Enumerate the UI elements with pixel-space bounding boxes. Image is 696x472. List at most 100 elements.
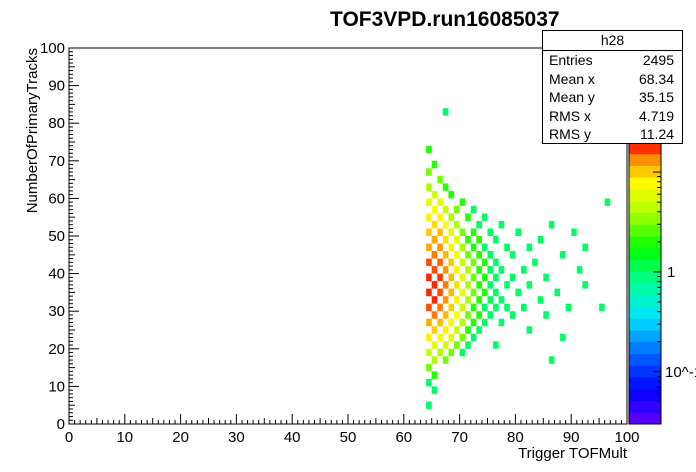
x-tick-label: 0 — [65, 429, 73, 446]
heatmap-cell — [470, 243, 477, 252]
heatmap-cell — [476, 326, 482, 334]
colorbar-segment — [629, 400, 661, 413]
heatmap-cell — [526, 281, 533, 289]
colorbar-label: 1 — [667, 264, 675, 281]
stats-row: RMS x 4.719 — [543, 107, 682, 126]
heatmap-cell — [470, 333, 477, 342]
y-axis-title: NumberOfPrimaryTracks — [24, 48, 41, 213]
stats-label: RMS y — [549, 126, 591, 142]
heatmap-cell — [493, 258, 499, 267]
heatmap-cell — [509, 273, 516, 282]
heatmap-cell — [454, 266, 460, 274]
colorbar-segment — [629, 212, 661, 225]
colorbar-segment — [629, 412, 661, 425]
heatmap-cell — [454, 281, 460, 289]
stats-label: Entries — [549, 52, 593, 68]
heatmap-cell — [504, 243, 510, 252]
heatmap-cell — [448, 213, 455, 221]
y-tick-label: 10 — [48, 378, 65, 395]
colorbar-segment — [629, 200, 661, 213]
chart-title: TOF3VPD.run16085037 — [330, 8, 560, 31]
colorbar-segment — [629, 388, 661, 401]
heatmap-cell — [426, 303, 432, 312]
colorbar-segment — [629, 377, 661, 390]
heatmap-cell — [476, 296, 482, 304]
heatmap-cell — [470, 205, 477, 214]
heatmap-cell — [459, 333, 466, 342]
x-tick-label: 100 — [614, 429, 639, 446]
heatmap-cell — [426, 333, 432, 342]
heatmap-cell — [437, 243, 443, 252]
heatmap-cell — [470, 258, 477, 267]
stats-row: Mean x 68.34 — [543, 70, 682, 89]
heatmap-cell — [437, 303, 443, 312]
heatmap-cell — [565, 303, 572, 312]
x-tick-label: 80 — [507, 429, 524, 446]
stats-value: 35.15 — [638, 89, 674, 105]
heatmap-cell — [487, 311, 494, 319]
heatmap-cell — [459, 258, 466, 267]
heatmap-cell — [437, 273, 443, 282]
heatmap-cell — [470, 318, 477, 327]
stats-row: Mean y 35.15 — [543, 88, 682, 107]
x-tick-label: 20 — [172, 429, 189, 446]
x-tick-label: 60 — [395, 429, 412, 446]
heatmap-cell — [465, 296, 471, 304]
heatmap-cell — [476, 281, 482, 289]
heatmap-cell — [470, 273, 477, 282]
heatmap-cell — [454, 236, 460, 244]
heatmap-cell — [481, 258, 488, 267]
stats-row: Entries 2495 — [543, 51, 682, 70]
heatmap-cell — [526, 243, 533, 252]
heatmap-cell — [426, 228, 432, 236]
heatmap-cell — [498, 220, 505, 229]
heatmap-cell — [571, 228, 577, 236]
heatmap-cell — [476, 236, 482, 244]
heatmap-cell — [504, 303, 510, 312]
heatmap-cell — [459, 348, 466, 357]
heatmap-cell — [431, 326, 438, 334]
heatmap-cell — [426, 318, 432, 327]
heatmap-cell — [454, 311, 460, 319]
heatmap-cell — [442, 251, 449, 259]
heatmap-cell — [459, 288, 466, 297]
y-tick-label: 60 — [48, 190, 65, 207]
y-tick-label: 70 — [48, 153, 65, 170]
heatmap-cell — [459, 198, 466, 206]
stats-label: Mean x — [549, 70, 595, 87]
heatmap-cell — [504, 281, 510, 289]
stats-label: Mean y — [549, 89, 595, 105]
heatmap-cell — [448, 318, 455, 327]
heatmap-cell — [426, 348, 432, 357]
heatmap-cell — [442, 296, 449, 304]
heatmap-cell — [476, 220, 482, 229]
colorbar-segment — [629, 318, 661, 331]
heatmap-cell — [442, 356, 449, 364]
heatmap-cell — [459, 228, 466, 236]
heatmap-cell — [442, 311, 449, 319]
heatmap-cell — [493, 341, 499, 349]
heatmap-cell — [437, 175, 443, 184]
y-tick-label: 50 — [48, 228, 65, 245]
colorbar-segment — [629, 165, 661, 178]
heatmap-cell — [465, 326, 471, 334]
stats-value: 11.24 — [640, 126, 674, 142]
heatmap-cell — [431, 251, 438, 259]
colorbar-segment — [629, 341, 661, 354]
heatmap-cell — [470, 288, 477, 297]
heatmap-cell — [520, 266, 527, 274]
heatmap-cell — [476, 311, 482, 319]
heatmap-cell — [537, 236, 544, 244]
heatmap-cell — [437, 213, 443, 221]
heatmap-cell — [426, 258, 432, 267]
heatmap-cell — [454, 251, 460, 259]
heatmap-cell — [493, 236, 499, 244]
stats-name: h28 — [543, 31, 682, 51]
x-axis-title: Trigger TOFMult — [518, 445, 628, 462]
y-tick-label: 90 — [48, 78, 65, 95]
heatmap-cell — [454, 341, 460, 349]
heatmap-cell — [448, 258, 455, 267]
heatmap-cell — [515, 288, 521, 297]
heatmap-cell — [465, 266, 471, 274]
